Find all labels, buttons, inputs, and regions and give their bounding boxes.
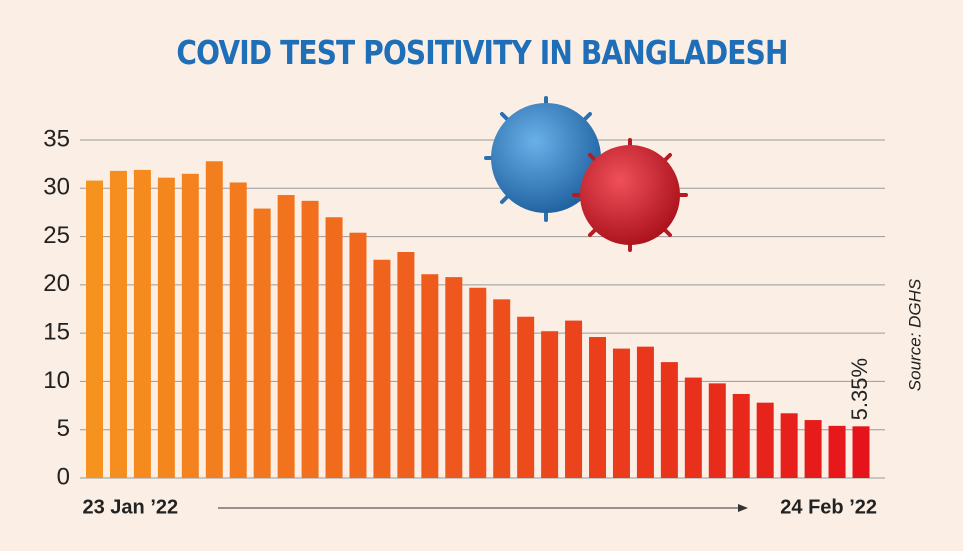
bar bbox=[133, 169, 151, 479]
bar bbox=[205, 161, 223, 478]
bar bbox=[565, 320, 583, 478]
bar bbox=[157, 177, 175, 479]
bar bbox=[445, 277, 463, 478]
bar bbox=[397, 252, 415, 478]
bar bbox=[708, 383, 726, 478]
bar bbox=[181, 173, 199, 479]
bar bbox=[852, 426, 870, 478]
bar bbox=[325, 217, 343, 478]
bar bbox=[804, 420, 822, 478]
bar bbox=[828, 425, 846, 478]
bar bbox=[349, 232, 367, 478]
bar bbox=[732, 393, 750, 478]
bars bbox=[86, 161, 870, 479]
bar bbox=[660, 362, 678, 478]
y-tick-label: 0 bbox=[57, 463, 70, 490]
bar bbox=[636, 346, 654, 478]
y-tick-label: 5 bbox=[57, 415, 70, 442]
bar bbox=[373, 259, 391, 478]
x-tick-label: 24 Feb ’22 bbox=[780, 496, 877, 518]
bar bbox=[469, 287, 487, 478]
chart-title: COVID TEST POSITIVITY IN BANGLADESH bbox=[176, 35, 787, 73]
bar bbox=[780, 413, 798, 478]
y-tick-label: 25 bbox=[43, 222, 70, 249]
y-tick-label: 20 bbox=[43, 270, 70, 297]
virus-illustration bbox=[484, 96, 688, 252]
arrow-head bbox=[738, 504, 748, 512]
bar bbox=[493, 299, 511, 478]
x-tick-label: 23 Jan ’22 bbox=[83, 496, 179, 518]
bar bbox=[517, 316, 535, 478]
bar bbox=[301, 200, 319, 478]
bar bbox=[421, 274, 439, 478]
bar bbox=[86, 180, 103, 478]
y-tick-label: 10 bbox=[43, 367, 70, 394]
bar bbox=[109, 170, 127, 478]
bar bbox=[612, 348, 630, 478]
bar bbox=[541, 331, 559, 478]
bar bbox=[253, 208, 271, 478]
y-tick-label: 30 bbox=[43, 174, 70, 201]
bar bbox=[229, 182, 247, 478]
value-label: 5.35% bbox=[847, 358, 872, 420]
bar bbox=[684, 377, 702, 478]
bar bbox=[277, 195, 295, 478]
y-tick-label: 15 bbox=[43, 318, 70, 345]
y-tick-label: 35 bbox=[43, 125, 70, 152]
source-note: Source: DGHS bbox=[905, 278, 924, 391]
bar bbox=[756, 402, 774, 478]
bar bbox=[589, 337, 607, 478]
